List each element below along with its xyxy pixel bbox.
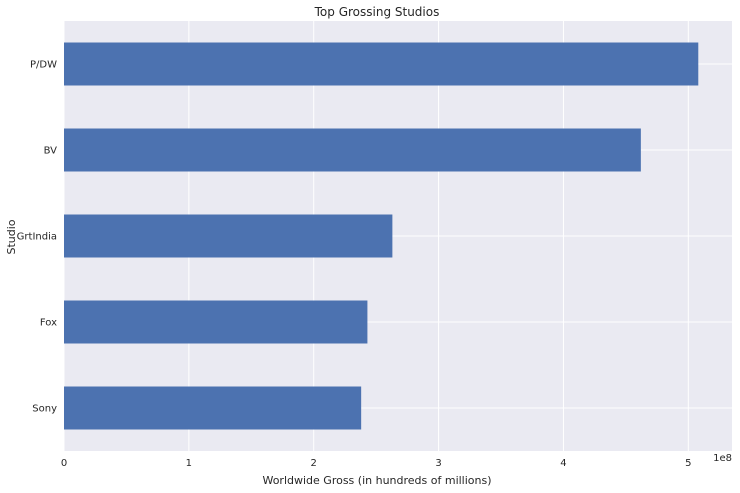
bar-grtindia [64, 214, 393, 258]
bar-bv [64, 128, 641, 172]
y-tick-labels: P/DW BV GrtIndia Fox Sony [17, 60, 57, 415]
y-tick-label: Fox [40, 318, 57, 329]
x-tick-label: 2 [311, 458, 317, 469]
x-tick-label: 5 [685, 458, 691, 469]
x-axis-offset-text: 1e8 [713, 453, 732, 464]
bar-fox [64, 300, 368, 344]
y-tick-label: GrtIndia [17, 232, 57, 243]
x-tick-label: 4 [560, 458, 566, 469]
y-tick-label: P/DW [30, 60, 57, 71]
x-tick-label: 3 [435, 458, 441, 469]
chart-title: Top Grossing Studios [314, 5, 440, 19]
y-tick-label: Sony [32, 404, 57, 415]
y-tick-label: BV [44, 146, 58, 157]
bars [64, 42, 699, 430]
x-tick-labels: 0 1 2 3 4 5 [61, 458, 692, 469]
bar-sony [64, 386, 362, 430]
y-axis-label: Studio [5, 219, 18, 254]
x-axis-label: Worldwide Gross (in hundreds of millions… [262, 474, 491, 487]
x-tick-label: 0 [61, 458, 67, 469]
x-tick-label: 1 [186, 458, 192, 469]
bar-p-dw [64, 42, 699, 86]
